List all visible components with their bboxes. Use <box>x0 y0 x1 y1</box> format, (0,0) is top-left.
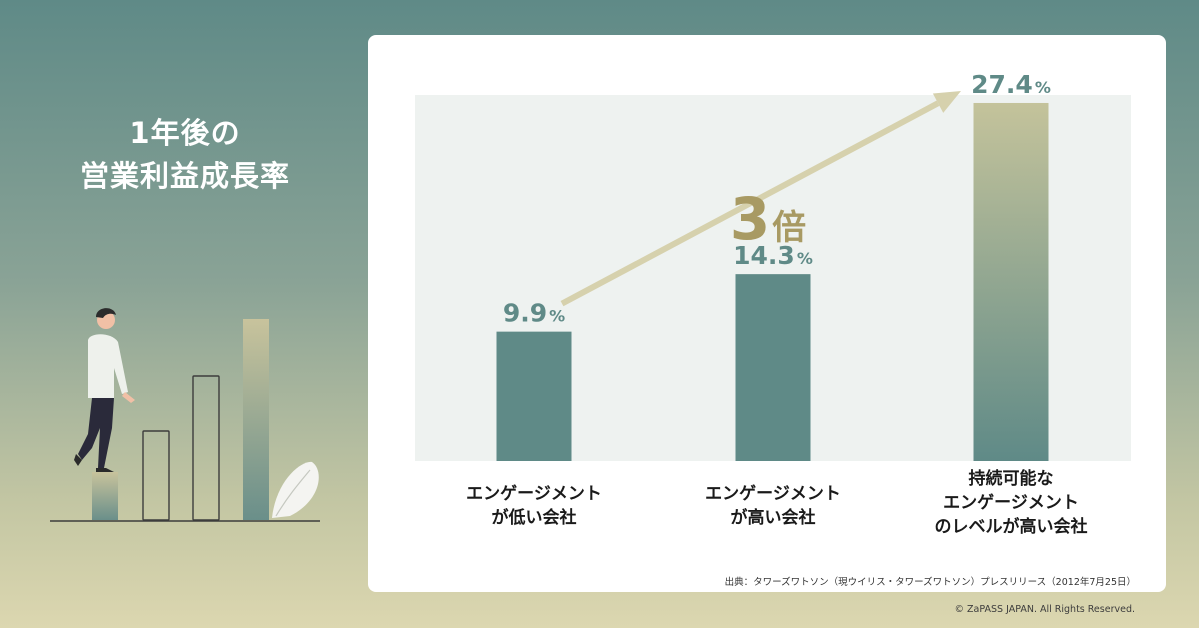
step-1 <box>92 472 118 520</box>
category-label-1: エンゲージメント が低い会社 <box>466 484 602 528</box>
multiplier-annotation: 3倍 <box>730 185 806 253</box>
headline: 1年後の 営業利益成長率 <box>30 112 340 198</box>
bar-2 <box>735 274 811 461</box>
category-label-3: 持続可能な エンゲージメント のレベルが高い会社 <box>934 469 1088 537</box>
value-label-2: 14.3% <box>733 241 813 270</box>
bar-3 <box>973 102 1049 462</box>
headline-line-2: 営業利益成長率 <box>79 159 290 193</box>
source-note: 出典：タワーズワトソン（現ウイリス・タワーズワトソン）プレスリリース（2012年… <box>724 577 1136 588</box>
value-label-1: 9.9% <box>503 299 565 328</box>
growth-arrow-shaft <box>560 100 940 307</box>
growth-arrow-head <box>932 90 961 113</box>
copyright: © ZaPASS JAPAN. All Rights Reserved. <box>954 604 1135 615</box>
step-3 <box>192 375 220 521</box>
bar-1 <box>496 331 572 461</box>
bar-chart: 9.9 % 14.3 % 27.4 % 3倍 <box>496 70 1051 462</box>
step-2 <box>142 430 170 521</box>
step-4 <box>243 319 269 520</box>
category-label-2: エンゲージメント が高い会社 <box>705 484 841 528</box>
value-label-3: 27.4% <box>971 70 1051 99</box>
climbing-person-illustration <box>50 308 320 522</box>
chart-card: 9.9% 14.3% 27.4% 3倍 出典：タワーズワトソン（現ウイリス・タワーズワ… <box>368 35 1166 592</box>
headline-line-1: 1年後の <box>129 116 241 150</box>
leaf-icon <box>272 461 319 518</box>
person-icon <box>74 308 135 472</box>
